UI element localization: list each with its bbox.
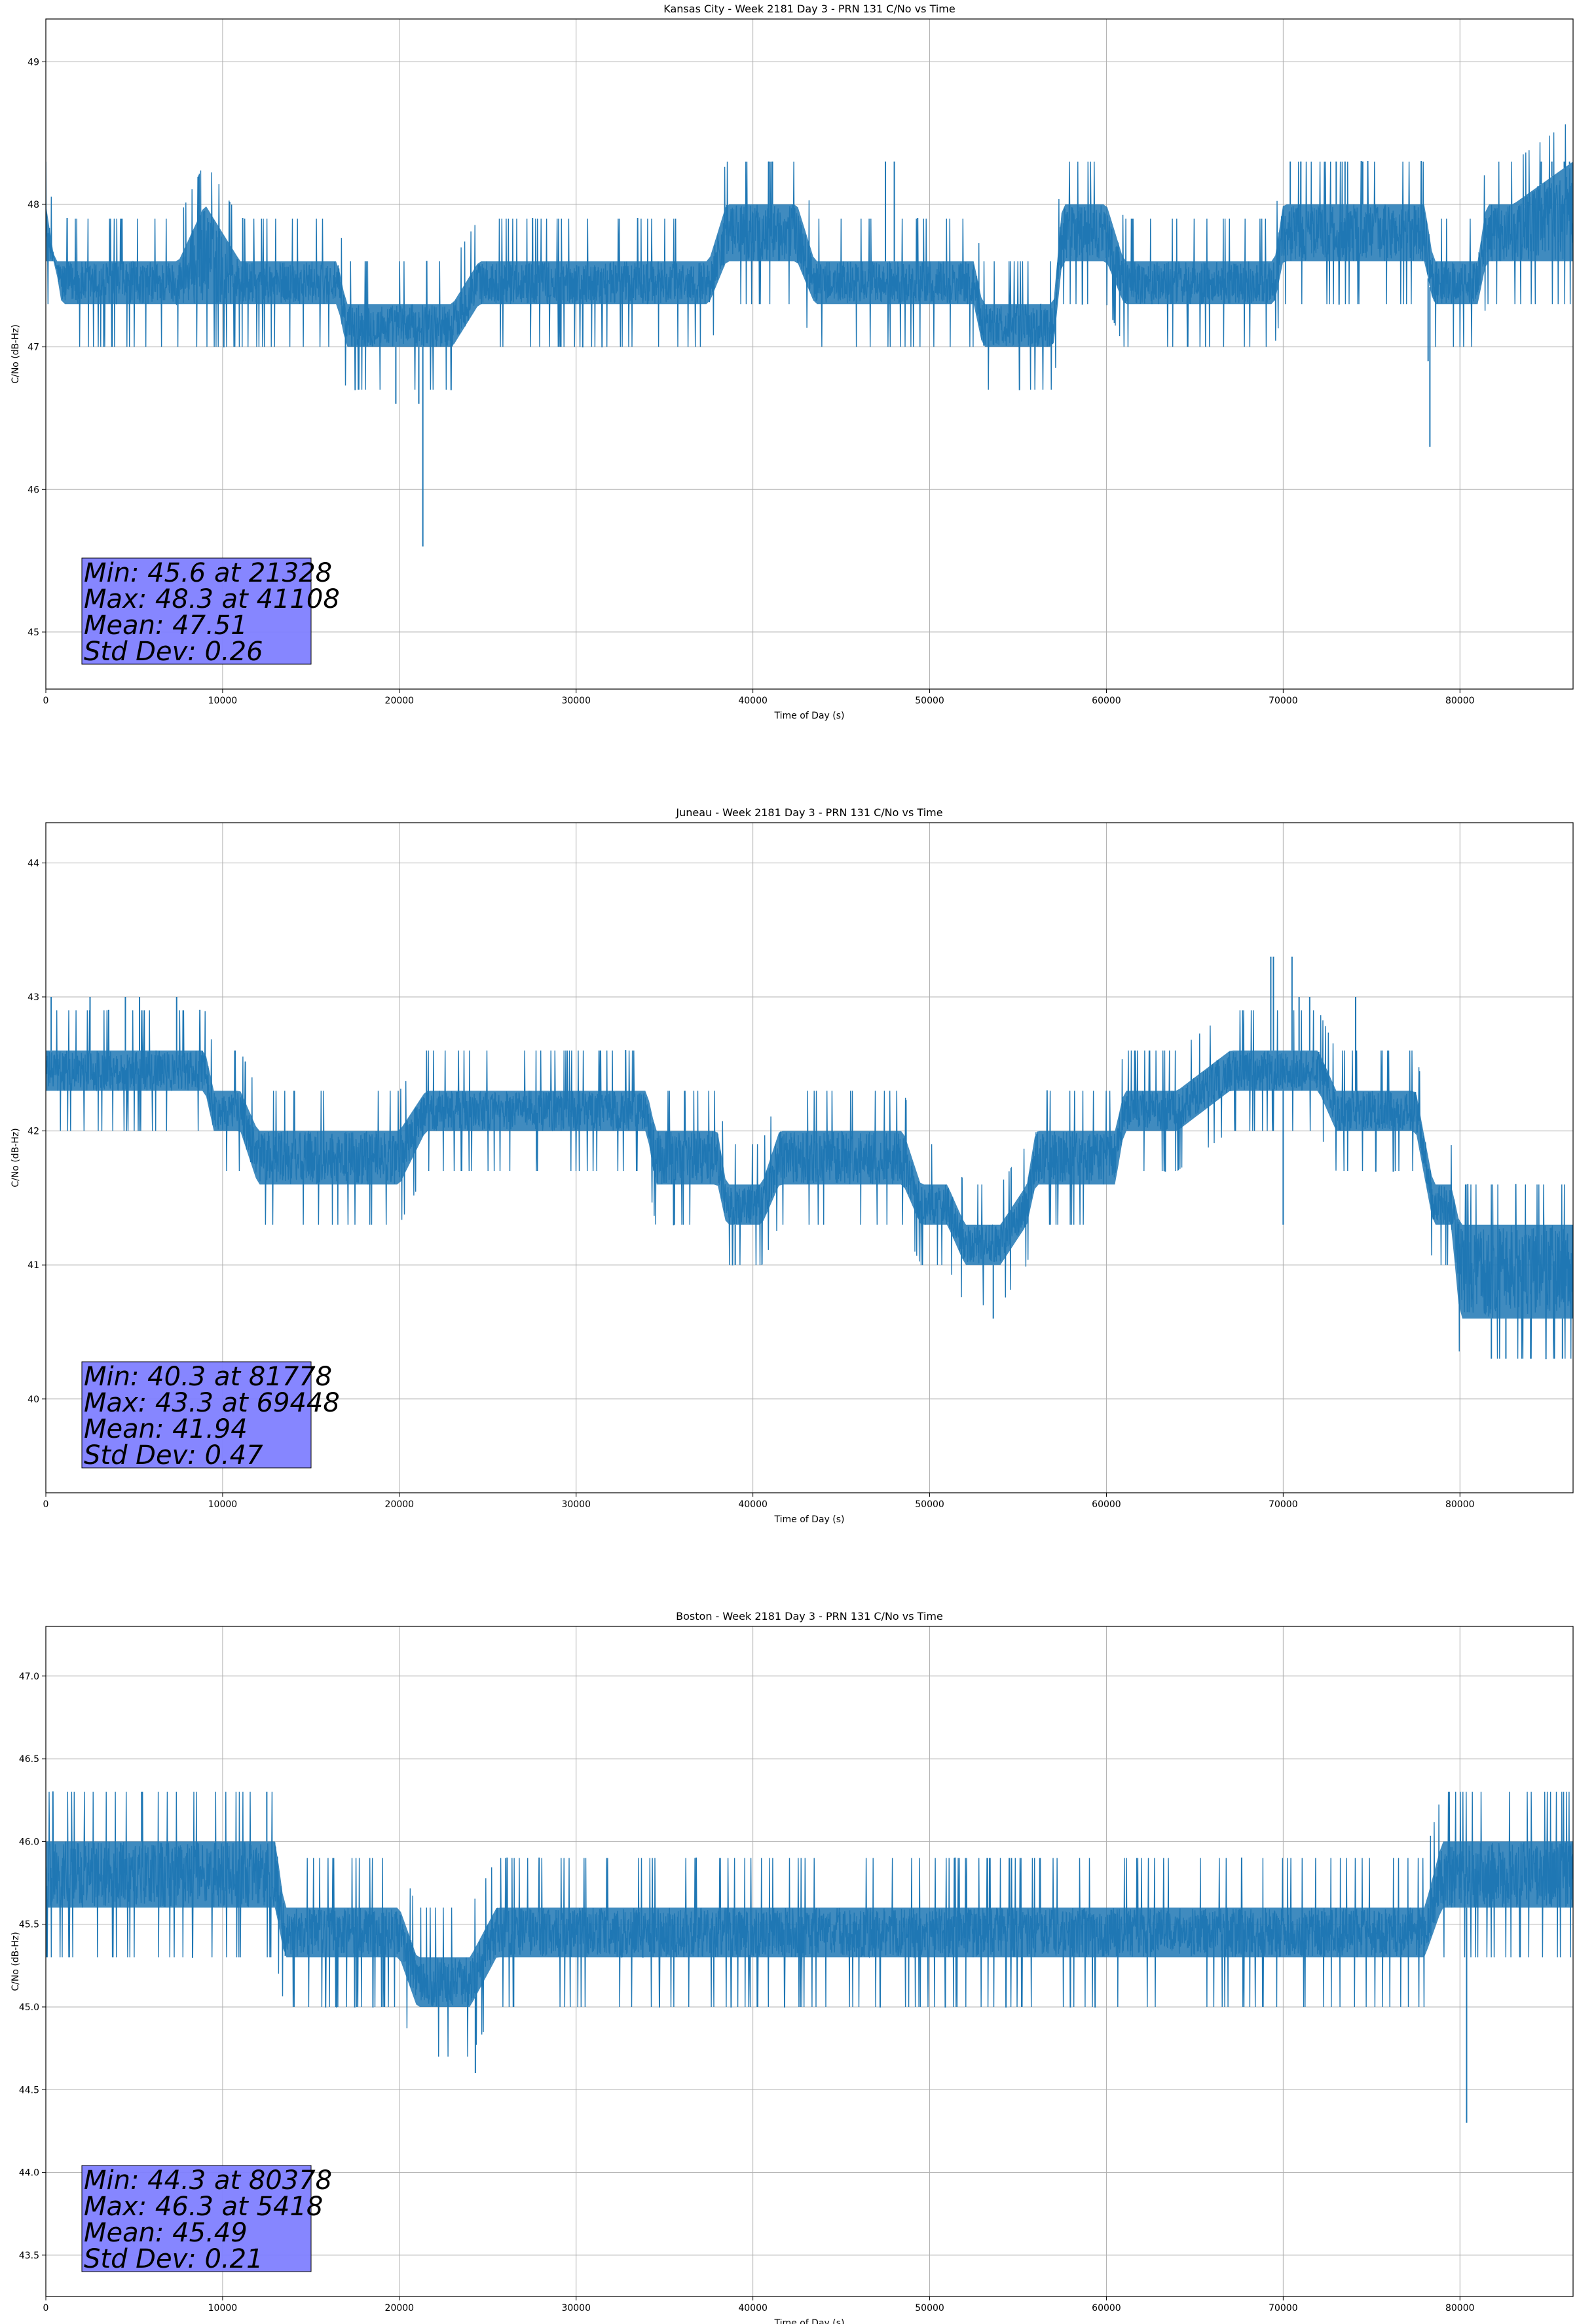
- stats-box: [81, 1361, 312, 1469]
- plot-frame: [45, 1626, 1574, 2297]
- x-tick-label: 80000: [1445, 1499, 1475, 1510]
- stats-line: Std Dev: 0.47: [84, 1440, 263, 1471]
- y-tick-label: 42: [28, 1127, 39, 1137]
- x-tick-label: 80000: [1445, 2303, 1475, 2314]
- y-tick-label: 44.5: [19, 2085, 39, 2095]
- x-tick-label: 20000: [385, 1499, 415, 1510]
- stats-line: Min: 40.3 at 81778: [84, 1362, 332, 1392]
- x-tick-label: 30000: [561, 1499, 591, 1510]
- x-axis-label: Time of Day (s): [774, 711, 845, 721]
- x-tick-label: 60000: [1092, 1499, 1121, 1510]
- y-axis-label: C/No (dB-Hz): [10, 1128, 21, 1187]
- series-line: [46, 1791, 1573, 2057]
- y-tick-label: 47.0: [19, 1672, 39, 1682]
- y-tick-label: 46: [28, 485, 39, 495]
- x-tick-label: 40000: [738, 1499, 768, 1510]
- chart-title: Kansas City - Week 2181 Day 3 - PRN 131 …: [663, 3, 955, 15]
- x-tick-label: 60000: [1092, 2303, 1121, 2314]
- stats-line: Min: 44.3 at 80378: [84, 2165, 332, 2196]
- stats-line: Mean: 41.94: [84, 1414, 248, 1444]
- stats-box: [81, 2165, 312, 2272]
- stats-line: Std Dev: 0.21: [84, 2244, 263, 2274]
- x-tick-label: 70000: [1269, 2303, 1298, 2314]
- x-tick-label: 0: [43, 1499, 49, 1510]
- y-axis-label: C/No (dB-Hz): [10, 1932, 21, 1991]
- y-axis-label: C/No (dB-Hz): [10, 324, 21, 383]
- stats-line: Max: 46.3 at 5418: [84, 2192, 323, 2222]
- y-tick-label: 45.0: [19, 2002, 39, 2013]
- stats-line: Max: 43.3 at 69448: [84, 1388, 340, 1418]
- x-axis-label: Time of Day (s): [774, 2318, 845, 2324]
- chart-panel-2: Boston - Week 2181 Day 3 - PRN 131 C/No …: [10, 1610, 1574, 2324]
- x-tick-label: 10000: [208, 696, 238, 706]
- x-tick-label: 20000: [385, 2303, 415, 2314]
- y-tick-label: 45: [28, 628, 39, 638]
- x-tick-label: 50000: [915, 696, 944, 706]
- chart-title: Boston - Week 2181 Day 3 - PRN 131 C/No …: [676, 1610, 943, 1622]
- x-tick-label: 40000: [738, 696, 768, 706]
- x-tick-label: 0: [43, 696, 49, 706]
- stats-line: Min: 45.6 at 21328: [84, 558, 332, 588]
- x-tick-label: 0: [43, 2303, 49, 2314]
- plot-frame: [45, 822, 1574, 1493]
- x-tick-label: 40000: [738, 2303, 768, 2314]
- y-tick-label: 49: [28, 57, 39, 67]
- x-tick-label: 80000: [1445, 696, 1475, 706]
- y-tick-label: 44.0: [19, 2168, 39, 2179]
- chart-panel-0: Kansas City - Week 2181 Day 3 - PRN 131 …: [10, 3, 1574, 721]
- y-tick-label: 44: [28, 858, 39, 869]
- stats-line: Max: 48.3 at 41108: [84, 584, 340, 614]
- x-tick-label: 70000: [1269, 1499, 1298, 1510]
- x-tick-label: 50000: [915, 2303, 944, 2314]
- x-tick-label: 70000: [1269, 696, 1298, 706]
- x-tick-label: 30000: [561, 696, 591, 706]
- series-line: [46, 124, 1573, 390]
- stats-line: Std Dev: 0.26: [84, 637, 263, 667]
- x-tick-label: 10000: [208, 1499, 238, 1510]
- series-line: [46, 1009, 1573, 1360]
- y-tick-label: 47: [28, 343, 39, 353]
- chart-title: Juneau - Week 2181 Day 3 - PRN 131 C/No …: [675, 806, 942, 819]
- y-tick-label: 45.5: [19, 1920, 39, 1930]
- x-tick-label: 60000: [1092, 696, 1121, 706]
- plot-frame: [45, 18, 1574, 690]
- x-tick-label: 20000: [385, 696, 415, 706]
- x-axis-label: Time of Day (s): [774, 1514, 845, 1525]
- y-tick-label: 48: [28, 200, 39, 210]
- y-tick-label: 41: [28, 1260, 39, 1271]
- x-tick-label: 10000: [208, 2303, 238, 2314]
- y-tick-label: 46.0: [19, 1837, 39, 1847]
- chart-panel-1: Juneau - Week 2181 Day 3 - PRN 131 C/No …: [10, 806, 1574, 1525]
- y-tick-label: 40: [28, 1395, 39, 1405]
- stats-line: Mean: 45.49: [84, 2218, 248, 2248]
- x-tick-label: 30000: [561, 2303, 591, 2314]
- y-tick-label: 43: [28, 992, 39, 1003]
- stats-box: [81, 557, 312, 665]
- x-tick-label: 50000: [915, 1499, 944, 1510]
- stats-line: Mean: 47.51: [84, 610, 248, 641]
- y-tick-label: 46.5: [19, 1754, 39, 1765]
- y-tick-label: 43.5: [19, 2251, 39, 2261]
